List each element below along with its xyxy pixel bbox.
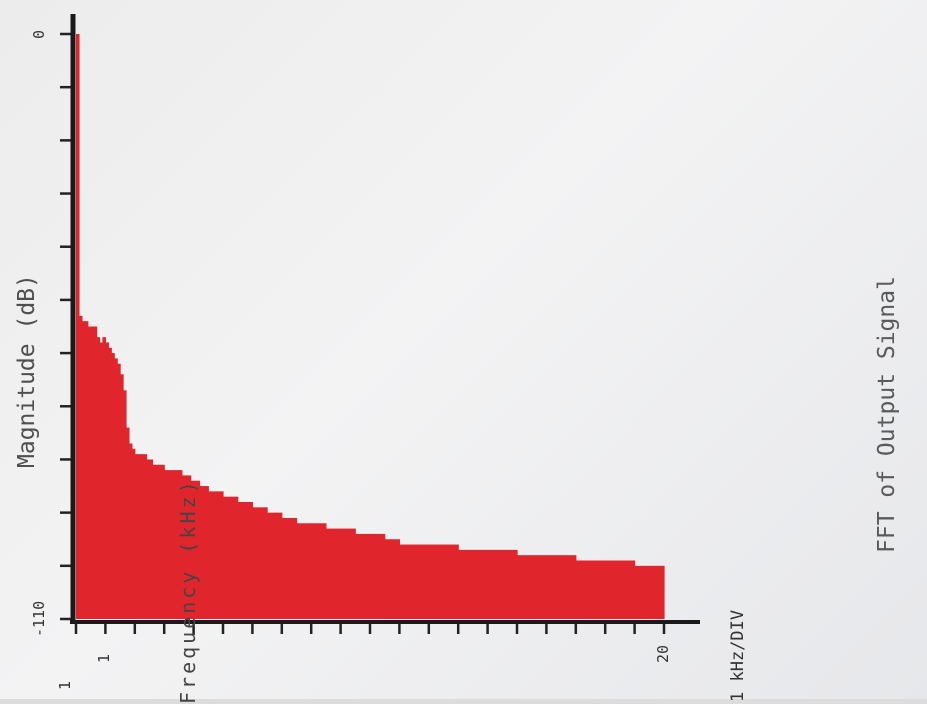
spectrum-bar [140, 454, 148, 619]
spectrum-bar [152, 464, 159, 619]
spectrum-bar [128, 443, 133, 619]
spectrum-bar [96, 337, 101, 619]
spectrum-bar [93, 326, 98, 619]
spectrum-bar [384, 539, 400, 619]
spectrum-bar [658, 565, 665, 619]
spectrum-bar [223, 496, 239, 619]
spectrum-bar [208, 491, 224, 619]
spectrum-bar [146, 459, 154, 619]
spectrum-bar [125, 427, 130, 619]
x-unit-label: 1 kHz/DIV [728, 609, 748, 702]
spectrum-bar [252, 507, 268, 619]
spectrum-bar [355, 533, 371, 619]
spectrum-bar [340, 528, 356, 619]
spectrum-bar [181, 475, 192, 619]
spectrum-bar [108, 347, 112, 619]
spectrum-bar [311, 523, 327, 619]
spectrum-bar [111, 353, 115, 619]
spectrum-bar [102, 337, 106, 619]
spectrum-bar [399, 544, 430, 619]
chart-title: FFT of Output Signal [874, 276, 900, 553]
x-tick-label: 1 [56, 680, 74, 690]
spectrum-bar [81, 321, 86, 619]
spectrum-bar [190, 480, 201, 619]
x-tick-label: 20 [654, 644, 672, 663]
spectrum-bar [546, 555, 577, 619]
spectrum-bar [131, 448, 136, 619]
spectrum-bar [120, 374, 124, 619]
spectrum-bar [370, 533, 386, 619]
spectrum-bar [117, 363, 121, 619]
spectrum-bar [123, 390, 127, 619]
x-tick-label: 1 [95, 653, 114, 663]
spectrum-bar [487, 549, 518, 619]
spectrum-bar [84, 321, 89, 619]
spectrum-bar [114, 358, 118, 619]
spectrum-bar [237, 502, 253, 619]
spectrum-bar [267, 512, 283, 619]
spectrum-bar [90, 326, 95, 619]
spectrum-bar [325, 528, 342, 619]
y-tick-label: 0 [30, 29, 48, 39]
spectrum-bar [296, 523, 312, 619]
spectrum-bar [458, 549, 489, 619]
x-axis-label: Frequency (kHz) [176, 478, 200, 704]
y-axis-label: Magnitude (dB) [14, 274, 40, 468]
spectrum-bar [76, 34, 80, 619]
spectrum-bar [134, 454, 142, 619]
spectrum-bar [99, 342, 104, 619]
spectrum-bar [105, 342, 109, 619]
spectrum-bar [281, 517, 298, 619]
spectrum-bar [173, 470, 183, 619]
spectrum-bar [164, 470, 174, 619]
spectrum-bar [634, 565, 659, 619]
spectrum-bar [199, 486, 209, 619]
spectrum-bar [158, 464, 165, 619]
spectrum-bar [575, 560, 606, 619]
spectrum-bar [78, 315, 83, 619]
spectrum-bar [605, 560, 636, 619]
spectrum-bar [428, 544, 459, 619]
spectrum-bar [87, 326, 92, 619]
y-tick-label: -110 [30, 600, 48, 637]
spectrum-bar [517, 555, 547, 619]
